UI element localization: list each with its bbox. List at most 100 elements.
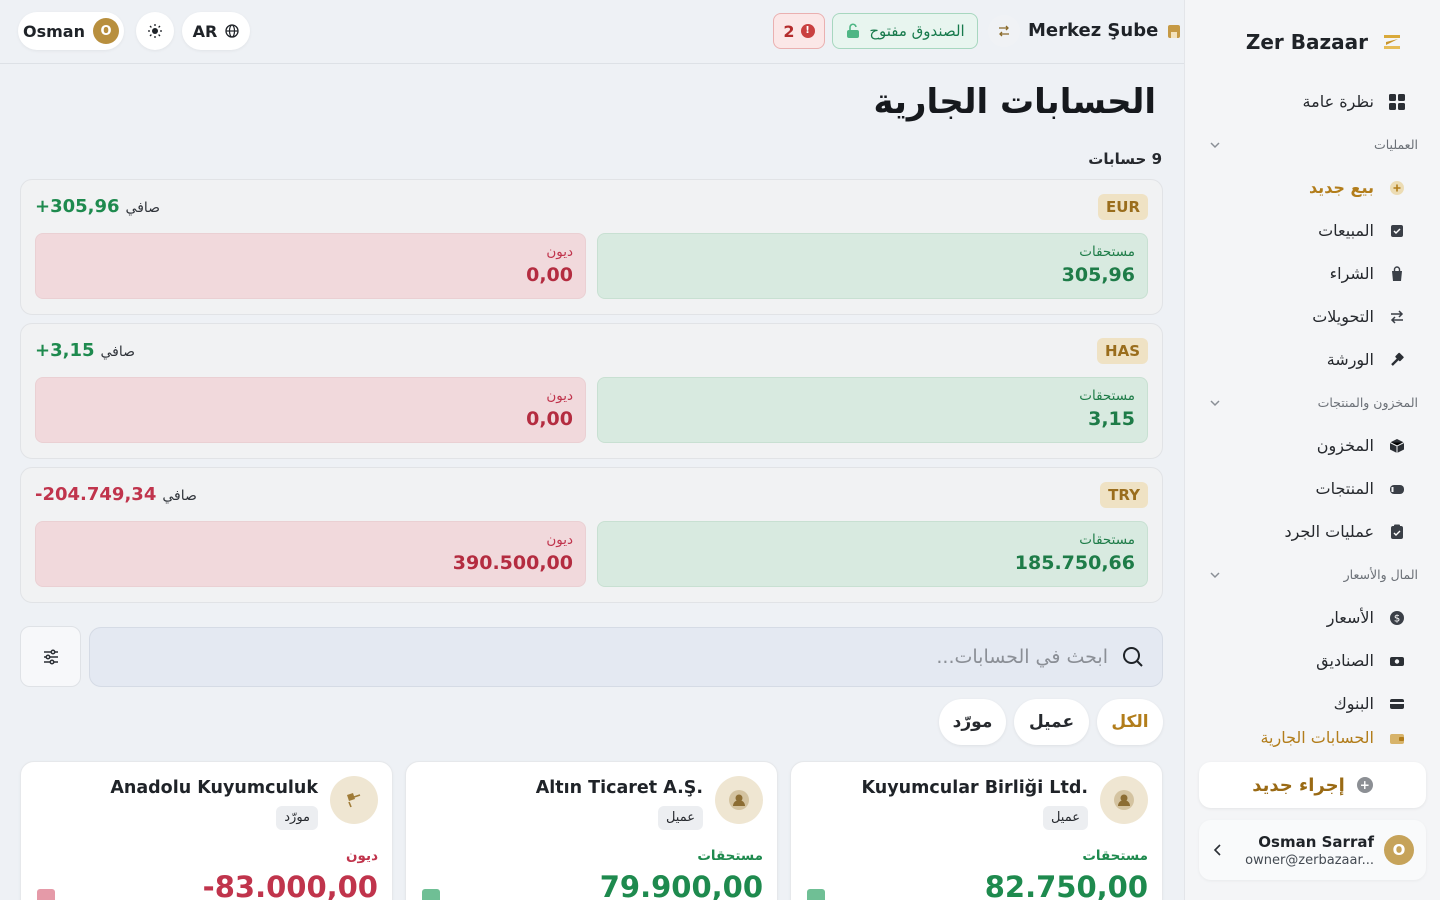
balance-kind: مستحقات	[1082, 848, 1148, 864]
account-type-badge: عميل	[657, 806, 703, 830]
trend-up-icon	[422, 889, 440, 900]
new-operation-button[interactable]: + إجراء جديد	[1199, 762, 1426, 808]
sidebar-item-current-accounts[interactable]: الحسابات الجارية	[1205, 725, 1418, 747]
chevron-down-icon	[1210, 571, 1220, 578]
search-bar	[89, 627, 1163, 687]
receivables-value: 305,96	[1061, 264, 1135, 286]
account-name: Anadolu Kuyumculuk	[110, 778, 318, 798]
brand-name: Zer Bazaar	[1245, 30, 1368, 54]
sidebar-item-products[interactable]: المنتجات	[1205, 467, 1418, 510]
sidebar-item-inventory[interactable]: المخزون	[1205, 424, 1418, 467]
avatar	[1100, 776, 1148, 824]
receivables-label: مستحقات	[1079, 244, 1135, 260]
debts-label: ديون	[546, 532, 573, 548]
plus-icon: +	[1356, 777, 1373, 793]
clipboard-icon	[1388, 523, 1406, 541]
alert-icon: !	[800, 24, 815, 38]
avatar	[330, 776, 378, 824]
section-operations[interactable]: العمليات	[1205, 123, 1418, 166]
receivables-value: 185.750,66	[1014, 552, 1135, 574]
account-card[interactable]: Kuyumcular Birliği Ltd. عميل مستحقات 82.…	[790, 761, 1163, 900]
hammer-icon	[1388, 351, 1406, 369]
filter-chip-all[interactable]: الكل	[1097, 699, 1163, 745]
sidebar-item-transfers[interactable]: التحويلات	[1205, 295, 1418, 338]
sidebar-item-sales[interactable]: المبيعات	[1205, 209, 1418, 252]
grid-icon	[1388, 93, 1406, 111]
debts-box: ديون 0,00	[35, 233, 586, 299]
debts-box: ديون 0,00	[35, 377, 586, 443]
balance-kind: مستحقات	[697, 848, 763, 864]
alerts-badge[interactable]: 2 !	[773, 13, 825, 49]
debts-label: ديون	[546, 388, 573, 404]
account-card[interactable]: Altın Ticaret A.Ş. عميل مستحقات 79.900,0…	[405, 761, 778, 900]
sidebar-item-label: الورشة	[1326, 350, 1374, 369]
truck-icon	[347, 793, 361, 808]
avatar	[715, 776, 763, 824]
switch-branch-button[interactable]	[988, 15, 1020, 47]
debts-value: 0,00	[526, 264, 573, 286]
sidebar-item-label: البنوك	[1333, 694, 1374, 713]
sidebar-item-overview[interactable]: نظرة عامة	[1205, 80, 1418, 123]
sidebar: Zer Bazaar نظرة عامة العمليات بيع جديد ا…	[1184, 0, 1440, 900]
sidebar-item-label: بيع جديد	[1308, 178, 1374, 197]
filter-settings-button[interactable]	[20, 626, 81, 687]
cash-status-badge[interactable]: الصندوق مفتوح	[832, 13, 978, 49]
account-card[interactable]: Anadolu Kuyumculuk مورّد ديون -83.000,00	[20, 761, 393, 900]
credit-card-icon	[1388, 695, 1406, 713]
currency-code-badge: TRY	[1100, 482, 1148, 508]
chevron-down-icon	[1210, 141, 1220, 148]
sidebar-item-cash-boxes[interactable]: الصناديق	[1205, 639, 1418, 682]
sidebar-item-purchase[interactable]: الشراء	[1205, 252, 1418, 295]
debts-label: ديون	[546, 244, 573, 260]
sidebar-item-banks[interactable]: البنوك	[1205, 682, 1418, 725]
theme-toggle-button[interactable]	[136, 12, 174, 50]
filter-chip-customer[interactable]: عميل	[1014, 699, 1089, 745]
filter-chip-supplier[interactable]: مورّد	[939, 699, 1006, 745]
arrows-exchange-icon	[999, 25, 1009, 37]
sidebar-item-stock-count[interactable]: عمليات الجرد	[1205, 510, 1418, 553]
user-menu-button[interactable]: Osman O	[18, 12, 124, 50]
sidebar-item-label: التحويلات	[1312, 307, 1374, 326]
balance-amount: -83.000,00	[202, 870, 378, 900]
sidebar-item-prices[interactable]: $ الأسعار	[1205, 596, 1418, 639]
sidebar-item-new-sale[interactable]: بيع جديد	[1205, 166, 1418, 209]
new-operation-label: إجراء جديد	[1252, 774, 1345, 796]
user-circle-icon	[729, 790, 749, 810]
section-label: العمليات	[1373, 137, 1418, 152]
sidebar-item-label: المخزون	[1316, 436, 1374, 455]
topbar: Osman O AR 2 ! الصندوق مفتوح Merkez Şube	[0, 0, 1184, 64]
box-icon	[1388, 437, 1406, 455]
account-name: Kuyumcular Birliği Ltd.	[861, 778, 1088, 798]
language-label: AR	[192, 21, 218, 41]
net-label: صافي	[100, 344, 136, 360]
receivables-box: مستحقات 305,96	[597, 233, 1148, 299]
sidebar-item-label: الصناديق	[1316, 651, 1374, 670]
receivables-value: 3,15	[1088, 408, 1135, 430]
section-inventory[interactable]: المخزون والمنتجات	[1205, 381, 1418, 424]
receivables-label: مستحقات	[1079, 532, 1135, 548]
currency-code-badge: EUR	[1098, 194, 1148, 220]
currency-summary-card: HAS صافي +3,15 مستحقات 3,15 ديون 0,00	[20, 323, 1163, 459]
svg-text:$: $	[1394, 613, 1400, 624]
user-card[interactable]: O Osman Sarraf owner@zerbazaar...	[1199, 820, 1426, 880]
sidebar-item-workshop[interactable]: الورشة	[1205, 338, 1418, 381]
trend-down-icon	[37, 889, 55, 900]
sidebar-item-label: المنتجات	[1315, 479, 1375, 498]
user-email: owner@zerbazaar...	[1245, 852, 1374, 868]
arrows-exchange-icon	[1388, 308, 1406, 326]
sliders-icon	[43, 648, 58, 665]
sidebar-item-label: عمليات الجرد	[1284, 522, 1374, 541]
account-name: Altın Ticaret A.Ş.	[535, 778, 703, 798]
section-money[interactable]: المال والأسعار	[1205, 553, 1418, 596]
sun-icon	[148, 24, 162, 38]
search-input[interactable]	[208, 646, 1108, 668]
branch-selector[interactable]: Merkez Şube	[1028, 20, 1182, 41]
balance-kind: ديون	[346, 848, 378, 864]
net-balance: صافي +305,96	[35, 196, 160, 217]
brand[interactable]: Zer Bazaar	[1246, 30, 1402, 54]
trend-up-icon	[807, 889, 825, 900]
language-button[interactable]: AR	[182, 12, 250, 50]
page-title: الحسابات الجارية	[873, 82, 1156, 122]
net-label: صافي	[125, 200, 161, 216]
user-name: Osman	[23, 21, 85, 41]
